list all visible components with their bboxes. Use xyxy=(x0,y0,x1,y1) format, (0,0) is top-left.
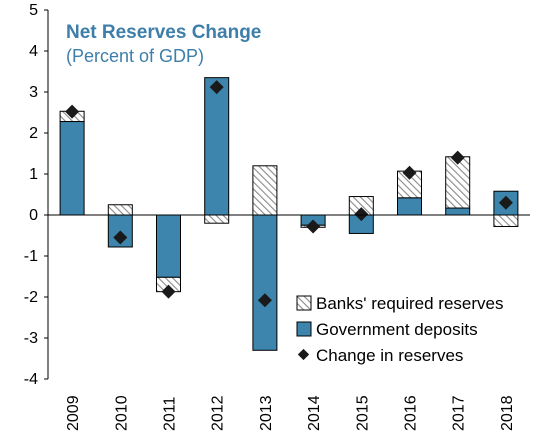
bar-government-deposits xyxy=(445,207,471,216)
x-tick-label: 2016 xyxy=(403,395,420,431)
bar-banks-required-reserves xyxy=(252,165,278,216)
marker-change-in-reserves xyxy=(450,150,465,165)
x-tick-label: 2015 xyxy=(354,395,371,431)
x-tick-label: 2013 xyxy=(258,395,275,431)
legend: Banks' required reserves Government depo… xyxy=(296,294,504,365)
marker-change-in-reserves xyxy=(402,165,417,180)
marker-change-in-reserves xyxy=(161,284,176,299)
markers xyxy=(65,80,513,308)
marker-change-in-reserves xyxy=(498,195,513,210)
legend-label-change: Change in reserves xyxy=(316,346,463,365)
marker-change-in-reserves xyxy=(354,207,369,222)
bars xyxy=(59,77,519,351)
y-tick-label: 5 xyxy=(29,2,38,19)
x-tick-label: 2011 xyxy=(162,396,179,431)
marker-change-in-reserves xyxy=(65,104,80,119)
x-tick-label: 2010 xyxy=(113,395,130,431)
marker-change-in-reserves xyxy=(306,219,321,234)
legend-swatch-change xyxy=(297,348,310,361)
bar-government-deposits xyxy=(252,214,278,351)
y-tick-label: -2 xyxy=(24,289,38,306)
legend-label-banks: Banks' required reserves xyxy=(316,294,504,313)
x-tick-label: 2014 xyxy=(306,395,323,431)
x-tick-label: 2017 xyxy=(451,395,468,431)
marker-change-in-reserves xyxy=(209,80,224,95)
y-tick-label: 4 xyxy=(29,43,38,60)
bar-government-deposits xyxy=(59,121,85,216)
marker-change-in-reserves xyxy=(113,230,128,245)
y-tick-label: -3 xyxy=(24,330,38,347)
bar-government-deposits xyxy=(397,197,422,216)
marker-change-in-reserves xyxy=(257,293,272,308)
bar-banks-required-reserves xyxy=(445,156,471,209)
y-tick-label: 1 xyxy=(29,166,38,183)
chart-subtitle: (Percent of GDP) xyxy=(66,46,204,66)
y-tick-label: -1 xyxy=(24,248,38,265)
y-tick-label: 0 xyxy=(29,207,38,224)
x-tick-label: 2018 xyxy=(499,395,516,431)
bar-government-deposits xyxy=(204,77,230,216)
x-axis: 2009 2010 2011 2012 2013 2014 2015 2016 2017 2018 xyxy=(48,214,530,431)
legend-swatch-banks xyxy=(296,295,312,311)
y-tick-label: 3 xyxy=(29,84,38,101)
y-tick-label: -4 xyxy=(24,371,38,388)
chart-title: Net Reserves Change xyxy=(66,22,261,43)
x-tick-label: 2012 xyxy=(210,395,227,431)
y-axis: 5 4 3 2 1 0 -1 -2 -3 -4 xyxy=(24,2,49,388)
x-tick-label: 2009 xyxy=(65,395,82,431)
bar-banks-required-reserves xyxy=(493,214,519,227)
bar-banks-required-reserves xyxy=(204,214,230,224)
y-tick-label: 2 xyxy=(29,125,38,142)
bar-banks-required-reserves xyxy=(107,204,133,216)
legend-swatch-gov xyxy=(296,321,312,337)
legend-label-gov: Government deposits xyxy=(316,320,478,339)
bar-government-deposits xyxy=(156,214,181,278)
